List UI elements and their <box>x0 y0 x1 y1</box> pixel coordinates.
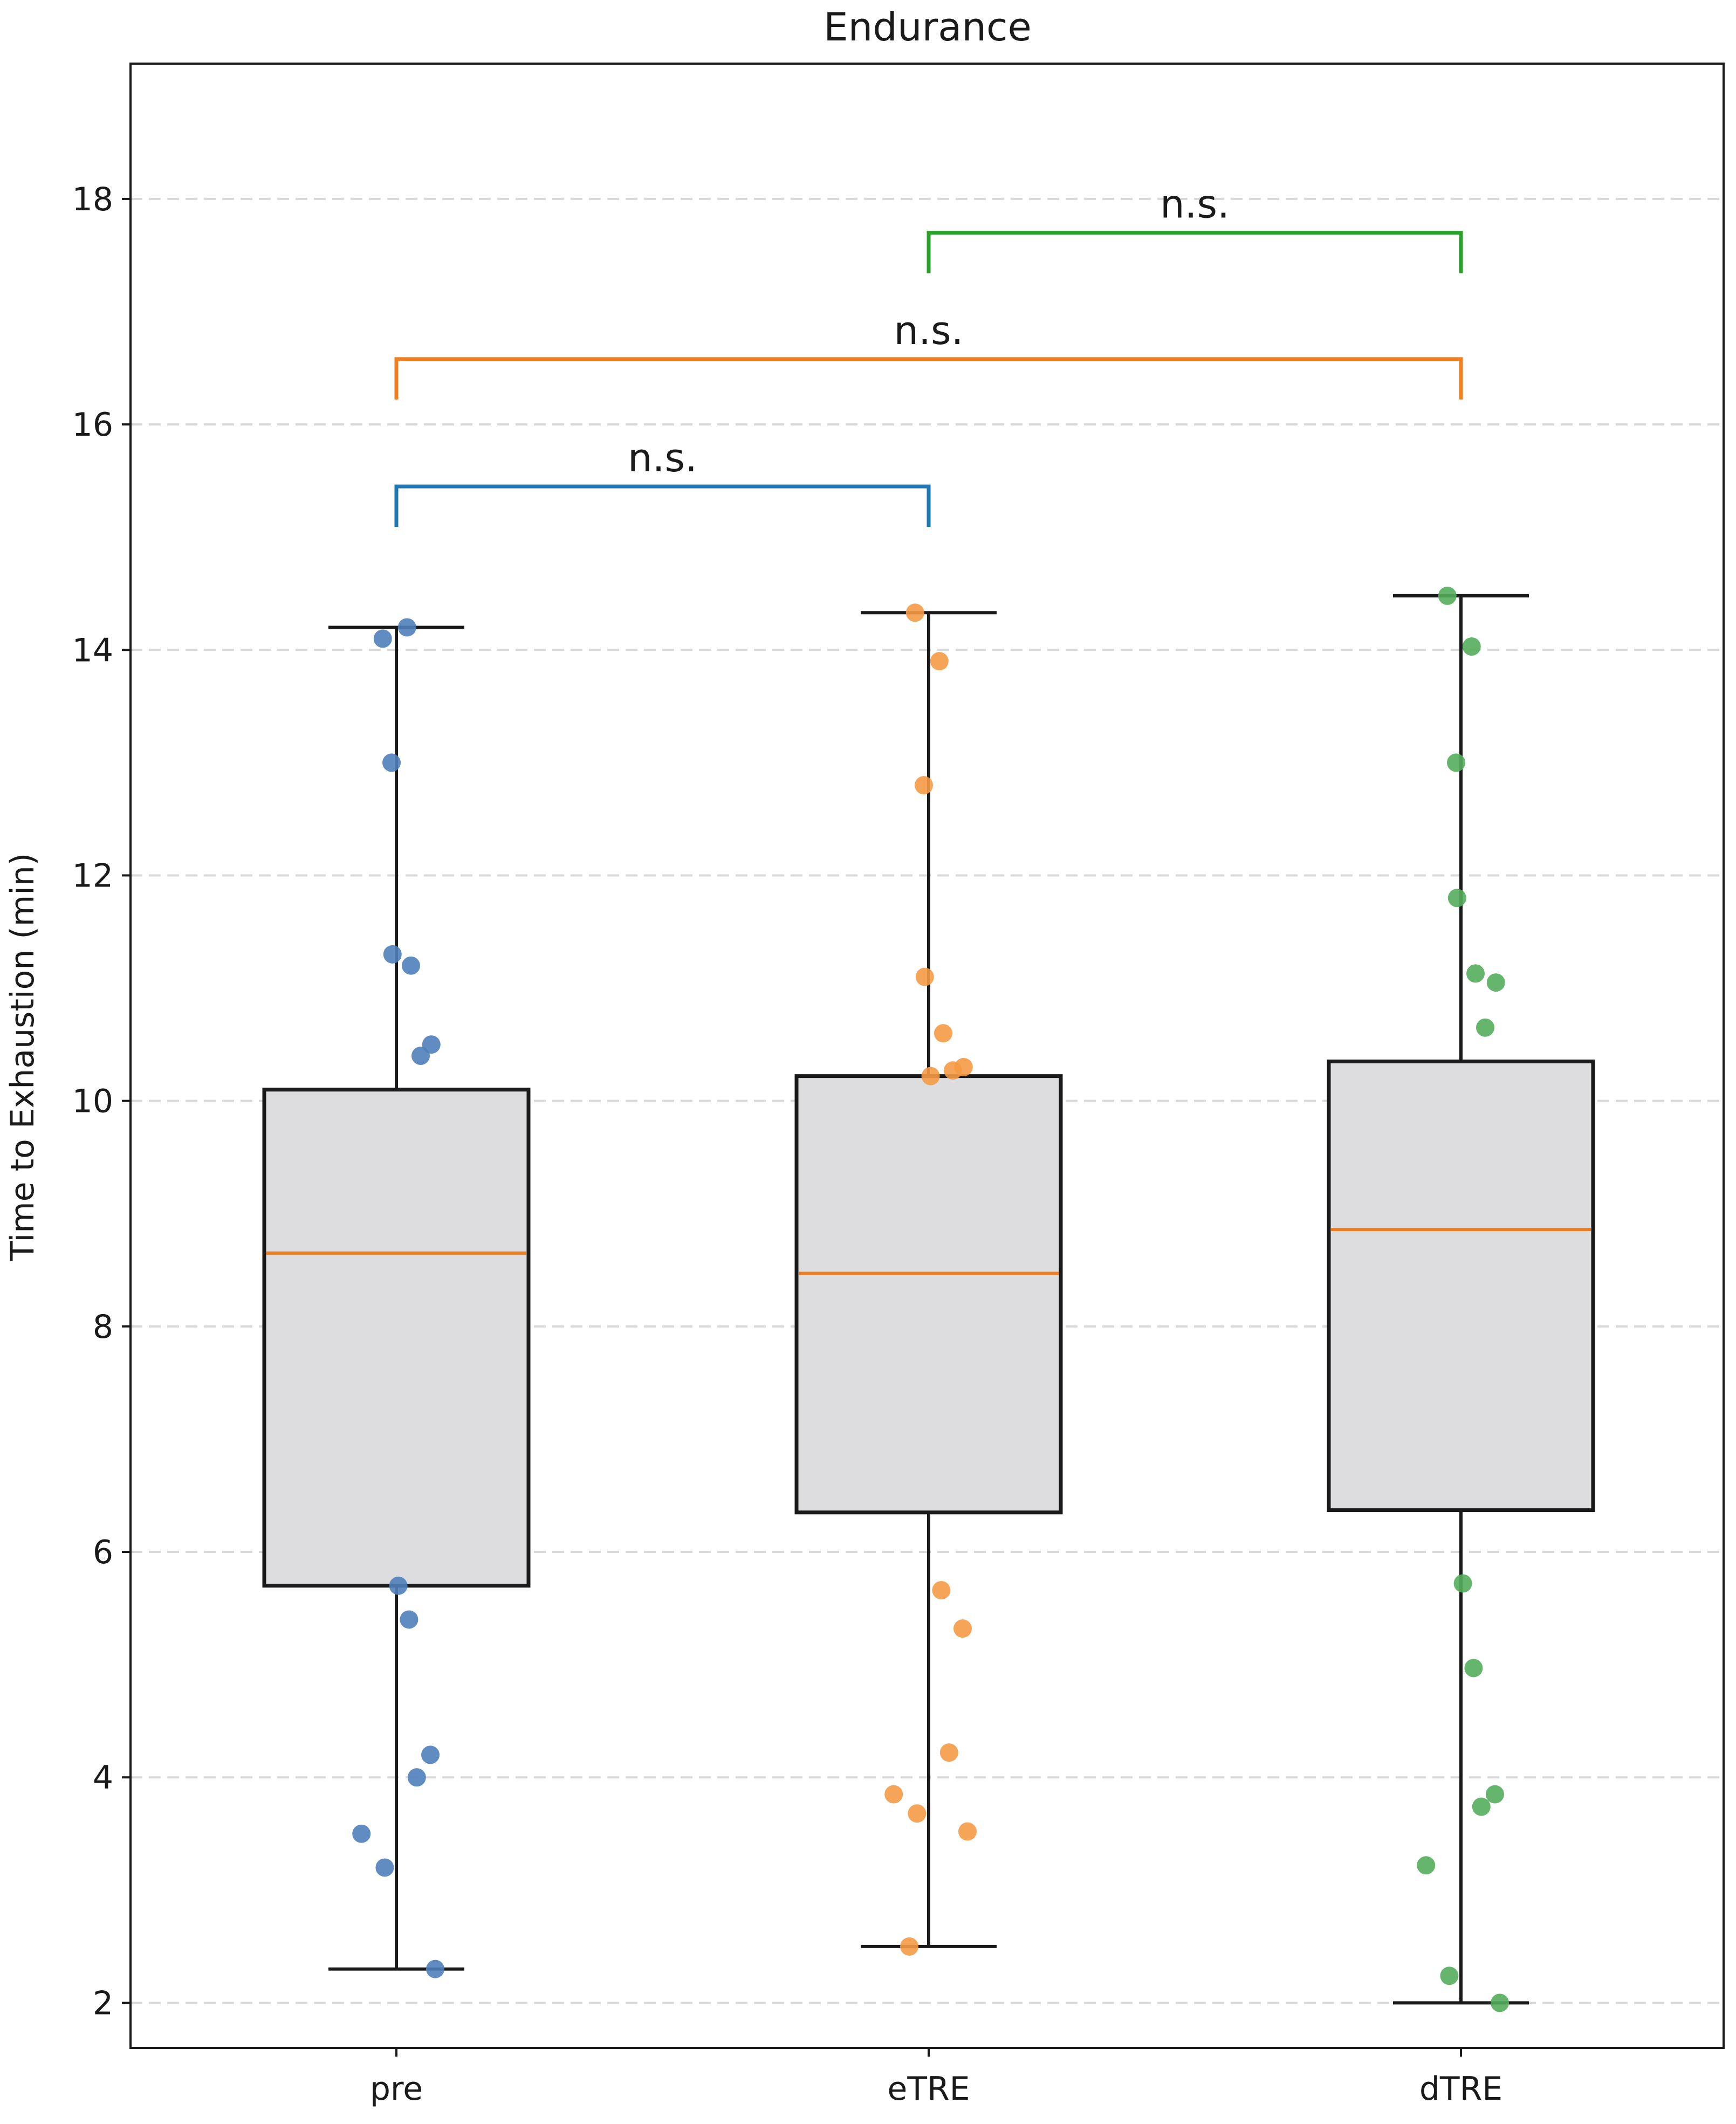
data-point-eTRE <box>921 1067 940 1085</box>
data-point-dTRE <box>1453 1574 1472 1593</box>
x-tick-label-eTRE: eTRE <box>887 2070 970 2108</box>
data-point-eTRE <box>944 1061 962 1080</box>
significance-bracket-pre-dTRE: n.s. <box>394 308 1463 400</box>
data-point-pre <box>421 1745 440 1764</box>
data-point-eTRE <box>958 1822 977 1841</box>
data-point-pre <box>397 618 416 637</box>
y-axis-label: Time to Exhaustion (min) <box>4 853 42 1262</box>
data-point-dTRE <box>1486 973 1505 992</box>
data-point-pre <box>402 956 420 975</box>
data-points <box>352 586 1509 2012</box>
data-point-pre <box>383 945 402 964</box>
data-point-eTRE <box>900 1937 918 1956</box>
data-point-pre <box>352 1824 371 1843</box>
significance-brackets: n.s. n.s. n.s. <box>394 182 1463 527</box>
y-tick-label-6: 6 <box>93 1534 113 1571</box>
significance-bracket-eTRE-dTRE: n.s. <box>927 182 1463 273</box>
data-point-dTRE <box>1491 1994 1509 2012</box>
data-point-eTRE <box>953 1619 972 1638</box>
data-point-dTRE <box>1438 586 1457 605</box>
data-point-dTRE <box>1447 889 1466 908</box>
data-point-dTRE <box>1440 1967 1459 1985</box>
data-point-eTRE <box>915 967 934 986</box>
data-point-dTRE <box>1447 753 1465 772</box>
data-point-pre <box>375 1858 394 1877</box>
data-point-dTRE <box>1486 1785 1504 1804</box>
data-point-dTRE <box>1466 964 1485 983</box>
data-point-eTRE <box>884 1785 903 1804</box>
data-point-eTRE <box>908 1804 927 1823</box>
data-point-pre <box>426 1960 444 1978</box>
y-tick-label-10: 10 <box>72 1083 113 1121</box>
iqr-box-dTRE <box>1327 1059 1595 1513</box>
bracket-line-eTRE-dTRE <box>927 231 1463 273</box>
y-tick-label-16: 16 <box>72 406 113 444</box>
data-point-eTRE <box>930 652 949 671</box>
data-point-pre <box>382 753 401 772</box>
data-point-dTRE <box>1472 1797 1491 1816</box>
box-pre <box>262 625 531 1971</box>
y-tick-label-12: 12 <box>72 857 113 895</box>
data-point-eTRE <box>934 1024 952 1043</box>
y-tick-label-8: 8 <box>93 1308 113 1346</box>
data-point-pre <box>373 629 392 648</box>
boxes <box>262 594 1595 2005</box>
chart-title: Endurance <box>824 4 1032 50</box>
data-point-pre <box>411 1047 430 1065</box>
x-tick-label-dTRE: dTRE <box>1419 2070 1502 2108</box>
significance-label-pre-dTRE: n.s. <box>894 308 964 353</box>
y-tick-label-18: 18 <box>72 181 113 218</box>
x-tick-label-pre: pre <box>370 2070 423 2108</box>
data-point-pre <box>407 1768 426 1787</box>
y-tick-label-4: 4 <box>93 1759 113 1797</box>
box-dTRE <box>1327 594 1595 2005</box>
data-point-eTRE <box>932 1581 951 1600</box>
y-tick-label-2: 2 <box>93 1984 113 2022</box>
data-point-dTRE <box>1476 1018 1494 1037</box>
significance-label-eTRE-dTRE: n.s. <box>1160 182 1230 227</box>
data-point-dTRE <box>1464 1659 1483 1678</box>
data-point-pre <box>400 1610 418 1629</box>
bracket-line-pre-dTRE <box>394 357 1463 400</box>
data-point-eTRE <box>905 603 924 622</box>
plot-frame <box>129 63 1725 2049</box>
data-point-pre <box>389 1576 408 1595</box>
significance-label-pre-eTRE: n.s. <box>628 435 697 480</box>
significance-bracket-pre-eTRE: n.s. <box>394 435 931 527</box>
y-tick-label-14: 14 <box>72 631 113 669</box>
iqr-box-eTRE <box>794 1074 1063 1515</box>
iqr-box-pre <box>262 1088 531 1588</box>
data-point-dTRE <box>1417 1856 1436 1875</box>
data-point-eTRE <box>939 1743 958 1762</box>
data-point-eTRE <box>915 776 933 795</box>
bracket-line-pre-eTRE <box>394 484 931 527</box>
data-point-dTRE <box>1462 637 1481 656</box>
axes: 2 4 6 8 10 12 14 16 18 pre eTRE dTRE <box>72 63 1725 2108</box>
box-eTRE <box>794 611 1063 1948</box>
